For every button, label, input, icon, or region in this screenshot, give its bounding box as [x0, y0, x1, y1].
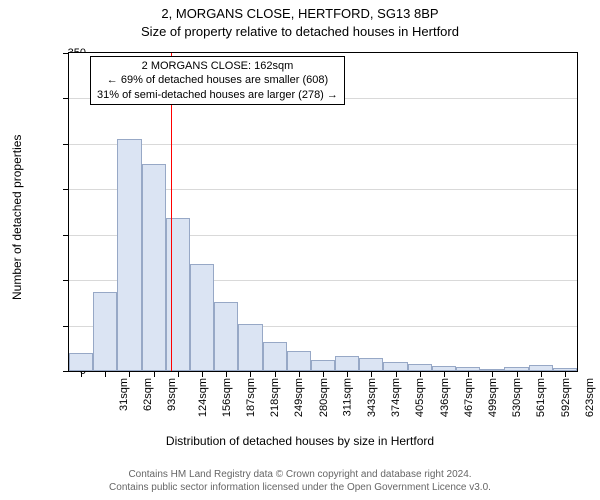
marker-annotation-box: 2 MORGANS CLOSE: 162sqm ← 69% of detache…	[90, 56, 345, 105]
x-tick-label: 218sqm	[269, 378, 281, 417]
x-tick-label: 623sqm	[584, 378, 596, 417]
histogram-bar	[69, 353, 93, 371]
histogram-bar	[263, 342, 287, 371]
x-tick-mark	[323, 372, 324, 377]
histogram-bar	[335, 356, 359, 371]
x-tick-label: 62sqm	[142, 378, 154, 411]
x-tick-mark	[565, 372, 566, 377]
x-tick-mark	[226, 372, 227, 377]
x-tick-mark	[541, 372, 542, 377]
histogram-bar	[142, 164, 166, 371]
histogram-bar	[238, 324, 262, 371]
x-tick-mark	[129, 372, 130, 377]
annotation-line: 31% of semi-detached houses are larger (…	[97, 88, 338, 102]
x-tick-mark	[202, 372, 203, 377]
histogram-bar	[287, 351, 311, 371]
x-tick-mark	[250, 372, 251, 377]
histogram-bar	[408, 364, 432, 371]
histogram-bar	[553, 368, 577, 371]
annotation-line: ← 69% of detached houses are smaller (60…	[97, 73, 338, 87]
histogram-bar	[359, 358, 383, 371]
histogram-bar	[311, 360, 335, 371]
x-tick-label: 93sqm	[167, 378, 179, 411]
histogram-bar	[93, 292, 117, 371]
x-tick-label: 187sqm	[245, 378, 257, 417]
x-tick-label: 592sqm	[560, 378, 572, 417]
x-tick-mark	[468, 372, 469, 377]
x-tick-mark	[105, 372, 106, 377]
chart-title-sub: Size of property relative to detached ho…	[0, 24, 600, 39]
histogram-bar	[190, 264, 214, 371]
x-tick-label: 343sqm	[366, 378, 378, 417]
x-tick-label: 467sqm	[463, 378, 475, 417]
x-tick-label: 436sqm	[439, 378, 451, 417]
histogram-bar	[529, 365, 553, 371]
histogram-bar	[117, 139, 141, 371]
histogram-bar	[504, 367, 528, 371]
histogram-bar	[166, 218, 190, 371]
histogram-bar	[383, 362, 407, 371]
x-tick-label: 156sqm	[221, 378, 233, 417]
x-tick-label: 124sqm	[197, 378, 209, 417]
x-tick-label: 499sqm	[487, 378, 499, 417]
x-tick-label: 405sqm	[415, 378, 427, 417]
x-tick-mark	[299, 372, 300, 377]
chart-footer: Contains HM Land Registry data © Crown c…	[0, 469, 600, 494]
x-tick-label: 561sqm	[535, 378, 547, 417]
x-tick-mark	[396, 372, 397, 377]
x-tick-mark	[154, 372, 155, 377]
histogram-bar	[480, 369, 504, 371]
x-tick-mark	[420, 372, 421, 377]
footer-line: Contains HM Land Registry data © Crown c…	[0, 469, 600, 482]
histogram-bar	[456, 367, 480, 371]
x-tick-label: 374sqm	[390, 378, 402, 417]
x-tick-label: 530sqm	[511, 378, 523, 417]
footer-line: Contains public sector information licen…	[0, 482, 600, 495]
x-tick-mark	[347, 372, 348, 377]
x-tick-mark	[178, 372, 179, 377]
x-tick-label: 280sqm	[318, 378, 330, 417]
x-tick-mark	[275, 372, 276, 377]
y-axis-label: Number of detached properties	[10, 135, 24, 300]
x-tick-mark	[492, 372, 493, 377]
x-tick-mark	[517, 372, 518, 377]
x-axis-label: Distribution of detached houses by size …	[0, 434, 600, 448]
annotation-line: 2 MORGANS CLOSE: 162sqm	[97, 59, 338, 73]
x-tick-label: 31sqm	[118, 378, 130, 411]
x-tick-mark	[444, 372, 445, 377]
gridline-h	[69, 144, 577, 145]
x-tick-label: 311sqm	[341, 378, 353, 416]
x-tick-label: 249sqm	[294, 378, 306, 417]
histogram-bar	[432, 366, 456, 371]
x-tick-mark	[371, 372, 372, 377]
histogram-bar	[214, 302, 238, 371]
x-tick-mark	[81, 372, 82, 377]
chart-title-main: 2, MORGANS CLOSE, HERTFORD, SG13 8BP	[0, 6, 600, 21]
